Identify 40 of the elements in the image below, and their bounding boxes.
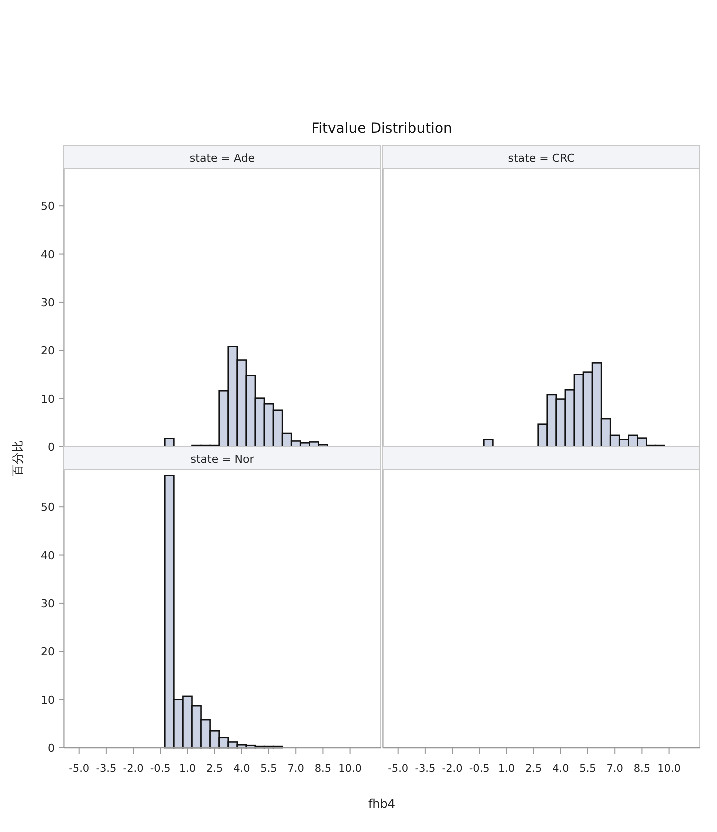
chart-subtitle: state = Ade bbox=[190, 152, 256, 165]
x-tick-label: 5.5 bbox=[580, 763, 596, 775]
x-tick-label: 10.0 bbox=[658, 763, 681, 775]
x-tick-label: 2.5 bbox=[525, 763, 542, 775]
x-tick-label: 7.0 bbox=[288, 763, 304, 775]
y-tick-label: 50 bbox=[41, 200, 55, 214]
x-tick-label: -5.0 bbox=[69, 763, 90, 775]
x-tick-label: -2.0 bbox=[123, 763, 144, 775]
chart-subtitle: state = CRC bbox=[508, 152, 576, 165]
x-tick-label: 1.0 bbox=[498, 763, 516, 775]
x-tick-label: -0.5 bbox=[150, 763, 171, 775]
y-tick-label: 10 bbox=[41, 392, 55, 406]
x-tick-label: 10.0 bbox=[338, 763, 362, 775]
y-tick-label: 10 bbox=[41, 694, 55, 707]
x-tick-label: 1.0 bbox=[179, 763, 196, 775]
y-tick-label: 30 bbox=[41, 296, 55, 310]
x-tick-label: -0.5 bbox=[469, 763, 490, 775]
x-tick-label: -3.5 bbox=[415, 763, 436, 775]
y-tick-label: 0 bbox=[48, 441, 55, 454]
y-tick-label: 50 bbox=[41, 501, 55, 514]
y-tick-label: 0 bbox=[48, 742, 55, 755]
y-tick-label: 30 bbox=[41, 597, 55, 610]
x-tick-label: 5.5 bbox=[260, 763, 278, 775]
x-tick-label: 2.5 bbox=[206, 763, 224, 775]
chart-title: Fitvalue Distribution bbox=[312, 121, 452, 137]
y-tick-label: 20 bbox=[41, 646, 55, 659]
x-tick-label: -3.5 bbox=[96, 763, 117, 775]
x-tick-label: 8.5 bbox=[314, 763, 332, 775]
x-tick-label: 4.0 bbox=[552, 763, 570, 775]
x-tick-label: 7.0 bbox=[606, 763, 624, 775]
chart-subtitle: state = Nor bbox=[190, 453, 255, 466]
y-tick-label: 40 bbox=[41, 549, 55, 562]
x-tick-label: -5.0 bbox=[388, 763, 409, 775]
x-tick-label: 8.5 bbox=[634, 763, 651, 775]
x-axis-title: fhb4 bbox=[368, 797, 396, 811]
x-tick-label: 4.0 bbox=[234, 763, 250, 775]
y-axis-title: 百分比 bbox=[11, 440, 25, 476]
y-tick-label: 40 bbox=[41, 248, 55, 262]
x-tick-label: -2.0 bbox=[442, 763, 463, 775]
y-tick-label: 20 bbox=[41, 344, 55, 358]
